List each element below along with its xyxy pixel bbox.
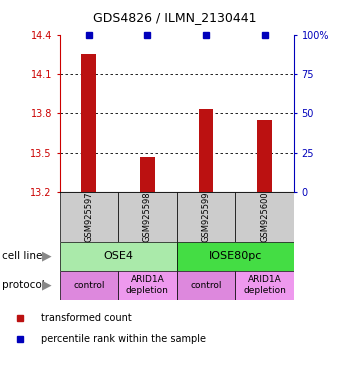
Text: ▶: ▶ bbox=[42, 250, 52, 263]
Text: GSM925597: GSM925597 bbox=[84, 192, 93, 242]
Bar bbox=[140, 157, 155, 192]
Bar bbox=[257, 120, 272, 192]
Bar bbox=[177, 271, 235, 300]
Text: GDS4826 / ILMN_2130441: GDS4826 / ILMN_2130441 bbox=[93, 11, 257, 24]
Bar bbox=[199, 109, 214, 192]
Bar bbox=[60, 242, 177, 271]
Bar bbox=[118, 192, 177, 242]
Bar bbox=[82, 54, 96, 192]
Text: ARID1A
depletion: ARID1A depletion bbox=[126, 275, 169, 295]
Text: OSE4: OSE4 bbox=[103, 251, 133, 262]
Text: GSM925599: GSM925599 bbox=[202, 192, 211, 242]
Bar bbox=[235, 192, 294, 242]
Text: control: control bbox=[190, 281, 222, 290]
Text: GSM925600: GSM925600 bbox=[260, 192, 269, 242]
Text: protocol: protocol bbox=[2, 280, 44, 290]
Bar bbox=[60, 271, 118, 300]
Bar bbox=[177, 192, 235, 242]
Text: transformed count: transformed count bbox=[41, 313, 131, 323]
Bar bbox=[235, 271, 294, 300]
Text: percentile rank within the sample: percentile rank within the sample bbox=[41, 334, 205, 344]
Text: cell line: cell line bbox=[2, 251, 42, 262]
Bar bbox=[118, 271, 177, 300]
Bar bbox=[177, 242, 294, 271]
Text: ▶: ▶ bbox=[42, 279, 52, 291]
Bar bbox=[60, 192, 118, 242]
Text: control: control bbox=[73, 281, 105, 290]
Text: GSM925598: GSM925598 bbox=[143, 192, 152, 242]
Text: ARID1A
depletion: ARID1A depletion bbox=[243, 275, 286, 295]
Text: IOSE80pc: IOSE80pc bbox=[209, 251, 262, 262]
